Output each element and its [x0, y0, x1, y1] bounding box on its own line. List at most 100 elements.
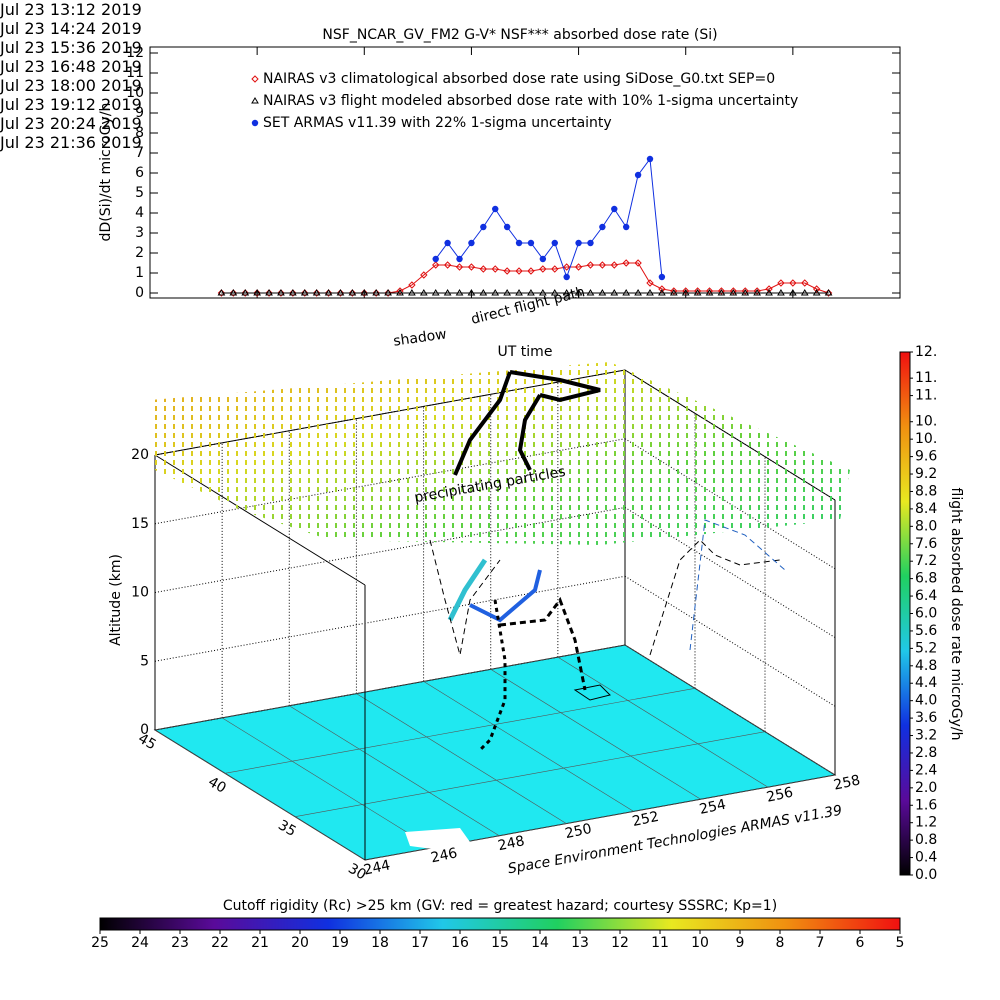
x-tick-label: 258: [832, 772, 861, 793]
colorbar-tick-label: 3.2: [915, 728, 937, 744]
data-point: [610, 289, 619, 296]
data-point: [658, 285, 666, 293]
y-tick-label: 0: [135, 285, 144, 301]
longitude-grid: [356, 693, 567, 824]
y-tick-label: 8: [135, 125, 144, 141]
data-point: [420, 271, 428, 279]
altitude-grid: [624, 575, 836, 707]
data-point: [717, 287, 726, 295]
data-point: [515, 289, 523, 296]
data-point: [551, 265, 559, 273]
z-axis-label: Altitude (km): [108, 554, 124, 646]
y-tick-label: 7: [135, 145, 144, 161]
colorbar-tick-label: 24: [131, 935, 149, 951]
data-point: [717, 289, 726, 296]
colorbar-tick-label: 9.2: [915, 466, 937, 482]
series-line: [221, 262, 829, 294]
colorbar-tick-label: 1.2: [915, 815, 937, 831]
x-tick-label: Jul 23 14:24 2019: [0, 19, 142, 38]
y-tick-label: 6: [135, 165, 144, 181]
data-point: [300, 289, 309, 296]
data-point: [253, 289, 261, 297]
data-point: [444, 239, 451, 247]
y-tick-label: 35: [275, 817, 298, 840]
data-point: [408, 289, 416, 296]
x-tick-label: Jul 23 19:12 2019: [0, 95, 142, 114]
data-point: [586, 289, 595, 296]
data-point: [812, 289, 821, 296]
colorbar-tick-label: 12.: [915, 344, 937, 360]
data-point: [562, 289, 571, 296]
data-point: [253, 289, 262, 296]
data-point: [527, 267, 535, 275]
legend-marker: [251, 75, 259, 83]
latitude-grid: [154, 644, 626, 731]
x-tick-label: Jul 23 18:00 2019: [0, 76, 142, 95]
longitude-grid: [154, 729, 366, 861]
colorbar-tick-label: 15: [491, 935, 509, 951]
colorbar-tick-label: 11.: [915, 388, 937, 404]
z-tick-label: 10: [131, 585, 149, 601]
colorbar-tick-label: 8.4: [915, 501, 937, 517]
y-tick-label: 40: [205, 774, 228, 797]
data-point: [622, 259, 630, 267]
data-point: [658, 289, 666, 296]
latitude-grid: [294, 731, 766, 817]
colorbar-tick-label: 8: [776, 935, 785, 951]
data-point: [705, 287, 714, 295]
data-point: [324, 289, 333, 297]
x-tick-label: 256: [765, 785, 795, 806]
colorbar-tick-label: 7.6: [915, 536, 937, 552]
x-tick-label: Jul 23 21:36 2019: [0, 133, 142, 152]
colorbar-tick-label: 5: [896, 935, 905, 951]
data-point: [408, 281, 416, 289]
colorbar-tick-label: 14: [531, 935, 549, 951]
data-point: [741, 287, 749, 295]
y-tick-label: 10: [126, 85, 144, 101]
longitude-grid: [557, 656, 769, 788]
data-point: [574, 263, 583, 271]
data-point: [598, 289, 607, 296]
data-point: [599, 223, 606, 231]
colorbar: [899, 351, 911, 876]
longitude-grid: [624, 644, 836, 776]
data-point: [801, 279, 809, 287]
data-point: [634, 259, 642, 267]
data-point: [336, 289, 345, 296]
data-point: [468, 239, 475, 247]
data-point: [503, 289, 512, 296]
colorbar-tick-label: 21: [251, 935, 269, 951]
colorbar-tick-label: 1.6: [915, 797, 937, 813]
data-point: [610, 261, 618, 269]
legend-label: NAIRAS v3 flight modeled absorbed dose r…: [263, 93, 798, 109]
colorbar-tick-label: 12: [611, 935, 629, 951]
colorbar-tick-label: 4.0: [915, 693, 937, 709]
colorbar-tick-label: 3.6: [915, 710, 937, 726]
colorbar-tick-label: 9: [736, 935, 745, 951]
longitude-grid: [490, 669, 701, 800]
data-point: [479, 265, 488, 273]
data-point: [431, 289, 440, 296]
y-tick-label: 2: [135, 245, 144, 261]
data-point: [360, 289, 369, 296]
colorbar-tick-label: 5.2: [915, 640, 937, 656]
data-point: [741, 289, 750, 296]
longitude-grid: [423, 681, 634, 812]
data-point: [646, 289, 654, 296]
data-point: [765, 289, 773, 296]
z-tick-label: 20: [131, 447, 149, 463]
longitude-grid: [289, 705, 500, 836]
data-point: [455, 263, 464, 271]
colorbar-tick-label: 23: [171, 935, 189, 951]
colorbar-tick-label: 6.4: [915, 588, 937, 604]
data-point: [729, 289, 738, 296]
data-point: [443, 289, 452, 296]
y-tick-label: 45: [135, 731, 158, 754]
y-tick-label: 12: [126, 45, 144, 61]
precipitation-curtain: [150, 362, 850, 545]
legend-marker: [251, 97, 259, 104]
data-point: [646, 279, 654, 287]
data-point: [634, 171, 642, 179]
data-point: [384, 289, 392, 297]
